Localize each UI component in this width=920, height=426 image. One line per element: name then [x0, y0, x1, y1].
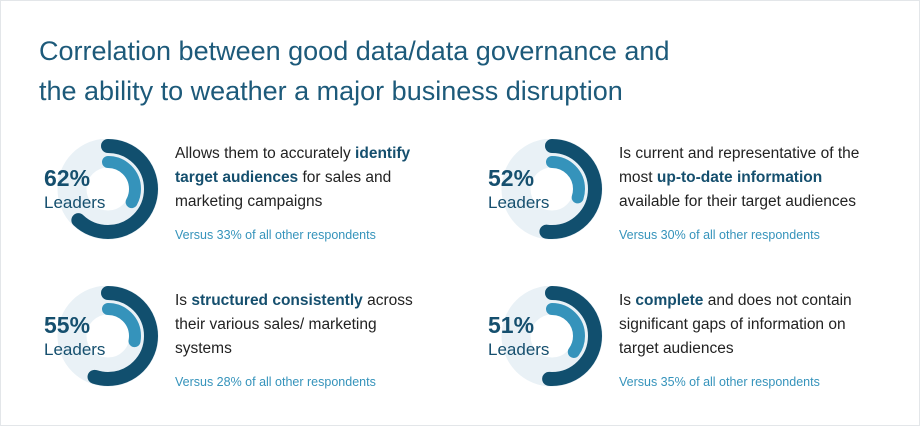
description: Allows them to accurately identify targe…	[175, 142, 435, 214]
versus-text: Versus 28% of all other respondents	[175, 375, 376, 389]
stat-item: 62% Leaders Allows them to accurately iden…	[39, 139, 479, 269]
leaders-arc	[58, 139, 158, 239]
stat-item: 55% Leaders Is structured consistently acr…	[39, 286, 479, 416]
desc-text: for sales and marketing campaigns	[175, 169, 392, 210]
leaders-percent: 62%	[44, 165, 91, 191]
desc-highlight: complete	[635, 292, 704, 309]
stat-item: 51% Leaders Is complete and does not conta…	[483, 286, 919, 416]
leaders-arc	[502, 139, 602, 239]
others-arc	[519, 303, 585, 369]
others-arc	[519, 156, 585, 222]
donut-chart	[501, 139, 603, 240]
leaders-label: Leaders	[488, 193, 550, 212]
versus-text: Versus 30% of all other respondents	[619, 228, 820, 242]
donut-chart	[501, 286, 603, 387]
leaders-arc	[58, 286, 158, 386]
description: Is current and representative of the mos…	[619, 142, 879, 214]
donut-chart	[57, 286, 159, 387]
desc-text: Is	[619, 292, 636, 309]
desc-text: Is current and representative of the mos…	[619, 145, 860, 186]
title-line-1: Correlation between good data/data gover…	[39, 36, 670, 66]
desc-highlight: identify target audiences	[175, 145, 411, 186]
desc-highlight: structured consistently	[191, 292, 363, 309]
desc-text: Is	[175, 292, 192, 309]
desc-text: available for their target audiences	[619, 193, 856, 210]
title: Correlation between good data/data gover…	[39, 31, 669, 111]
desc-text: Allows them to accurately	[175, 145, 356, 162]
leaders-label: Leaders	[488, 340, 550, 359]
versus-text: Versus 35% of all other respondents	[619, 375, 820, 389]
description: Is structured consistently across their …	[175, 289, 435, 361]
leaders-percent: 51%	[488, 312, 535, 338]
desc-highlight: up-to-date information	[656, 169, 823, 186]
others-arc	[75, 303, 141, 369]
leaders-label: Leaders	[44, 340, 106, 359]
description: Is complete and does not contain signifi…	[619, 289, 879, 361]
stat-item: 52% Leaders Is current and representative …	[483, 139, 919, 269]
leaders-percent: 55%	[44, 312, 91, 338]
others-arc	[75, 156, 141, 222]
donut-chart	[57, 139, 159, 240]
desc-text: across their various sales/ marketing sy…	[175, 292, 413, 357]
title-line-2: the ability to weather a major business …	[39, 76, 623, 106]
leaders-arc	[502, 286, 602, 386]
leaders-percent: 52%	[488, 165, 535, 191]
versus-text: Versus 33% of all other respondents	[175, 228, 376, 242]
desc-text: and does not contain significant gaps of…	[619, 292, 852, 357]
leaders-label: Leaders	[44, 193, 106, 212]
